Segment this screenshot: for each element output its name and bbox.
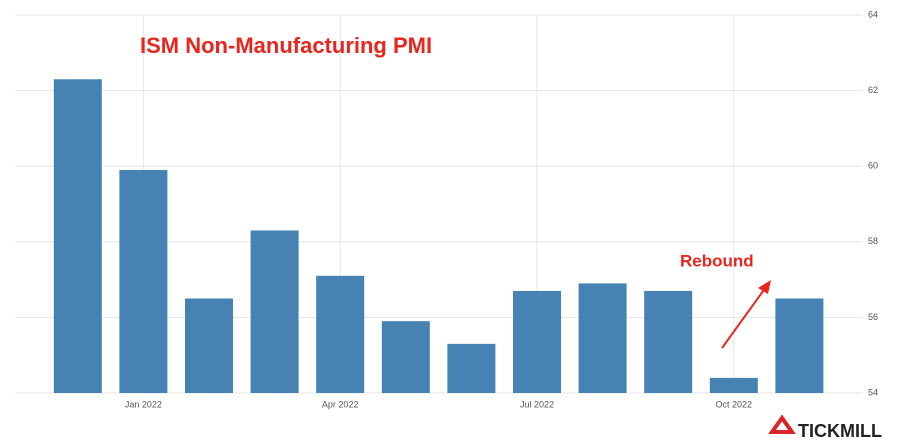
y-tick-label: 62 — [868, 85, 878, 95]
logo-text: TICKMILL — [798, 421, 882, 441]
y-tick-label: 54 — [868, 387, 878, 397]
bar — [644, 290, 693, 393]
bar — [447, 343, 496, 393]
bar — [775, 298, 824, 393]
chart-title: ISM Non-Manufacturing PMI — [140, 33, 432, 58]
bar — [250, 230, 299, 393]
x-tick-label: Jul 2022 — [520, 399, 554, 409]
bar — [185, 298, 233, 393]
bar — [578, 283, 627, 393]
bar — [709, 377, 758, 393]
annotation-arrow — [721, 280, 771, 349]
y-tick-label: 56 — [868, 312, 878, 322]
annotation: Rebound — [680, 251, 754, 270]
x-tick-label: Oct 2022 — [716, 399, 753, 409]
logo: TICKMILL — [768, 414, 882, 441]
bar — [513, 290, 561, 393]
y-tick-label: 58 — [868, 236, 878, 246]
bar — [53, 79, 102, 393]
bar — [316, 275, 365, 393]
bar — [119, 169, 168, 393]
y-tick-label: 64 — [868, 9, 878, 19]
x-tick-label: Apr 2022 — [322, 399, 359, 409]
y-tick-label: 60 — [868, 161, 878, 171]
bar — [381, 321, 430, 393]
x-tick-label: Jan 2022 — [125, 399, 162, 409]
